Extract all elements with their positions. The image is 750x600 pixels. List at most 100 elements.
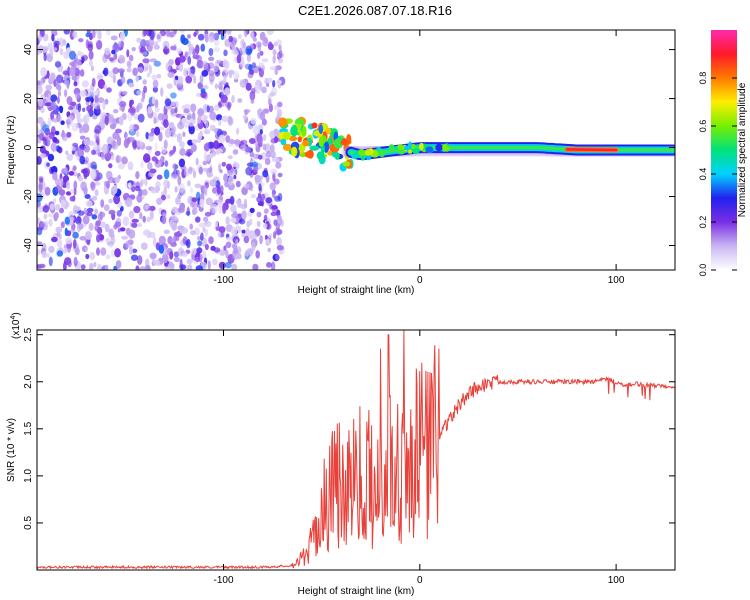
noise-speckle (190, 201, 196, 208)
noise-speckle (209, 166, 213, 173)
noise-speckle (177, 175, 182, 186)
noise-speckle (165, 61, 171, 72)
figure-title: C2E1.2026.087.07.18.R16 (298, 3, 452, 18)
noise-speckle (137, 222, 142, 228)
noise-speckle (37, 206, 43, 213)
noise-speckle (77, 148, 85, 158)
noise-speckle (262, 170, 269, 178)
noise-speckle (218, 226, 226, 234)
noise-speckle (110, 35, 118, 41)
noise-speckle (173, 30, 177, 35)
noise-speckle (136, 104, 140, 113)
noise-speckle (200, 43, 206, 52)
noise-speckle (169, 219, 174, 228)
noise-speckle (97, 79, 106, 89)
noise-speckle (50, 111, 55, 121)
noise-speckle (265, 197, 273, 204)
noise-speckle (70, 101, 77, 107)
noise-speckle (275, 253, 279, 261)
noise-speckle (243, 184, 251, 189)
noise-speckle (71, 146, 76, 152)
noise-speckle (202, 167, 209, 172)
noise-speckle (259, 81, 263, 91)
noise-speckle (153, 60, 161, 67)
spectrogram-x-label: Height of straight line (km) (298, 285, 415, 296)
noise-speckle (234, 50, 239, 56)
noise-speckle (37, 98, 44, 107)
carrier-knot (425, 146, 434, 153)
noise-speckle (72, 231, 79, 239)
noise-speckle (119, 101, 127, 108)
noise-speckle (104, 264, 109, 270)
noise-speckle (77, 103, 82, 113)
snr-y-scale-exp: 4 (10, 316, 17, 320)
noise-speckle (233, 174, 237, 180)
noise-speckle (142, 58, 150, 64)
noise-speckle (272, 80, 276, 88)
noise-speckle (77, 52, 85, 57)
noise-speckle (276, 79, 282, 85)
noise-speckle (53, 40, 61, 46)
noise-speckle (57, 84, 62, 92)
noise-speckle (156, 34, 161, 40)
spectrogram-noise-speckles (37, 30, 286, 270)
noise-speckle (96, 104, 101, 114)
noise-speckle (270, 168, 278, 175)
onset-blob (342, 161, 351, 167)
noise-speckle (249, 218, 253, 226)
noise-speckle (232, 161, 239, 168)
noise-speckle (203, 186, 208, 195)
noise-speckle (269, 182, 276, 191)
noise-speckle (258, 183, 262, 192)
onset-blob (297, 136, 302, 143)
noise-speckle (91, 149, 96, 155)
noise-speckle (196, 250, 201, 257)
noise-speckle (64, 89, 68, 98)
noise-speckle (226, 163, 232, 171)
noise-speckle (137, 66, 144, 73)
noise-speckle (241, 233, 246, 238)
x-tick-label: -100 (213, 575, 233, 586)
noise-speckle (227, 69, 235, 76)
noise-speckle (252, 263, 259, 270)
noise-speckle (218, 163, 222, 172)
colorbar-label: Normalized spectral amplitude (737, 82, 748, 217)
snr-frame (36, 329, 676, 571)
carrier-knot (411, 143, 416, 149)
noise-speckle (90, 97, 94, 103)
carrier-knot (351, 153, 359, 159)
noise-speckle (267, 77, 273, 83)
noise-speckle (258, 154, 263, 160)
noise-speckle (252, 125, 260, 136)
noise-speckle (241, 229, 246, 234)
noise-speckle (50, 165, 58, 175)
noise-speckle (94, 189, 99, 196)
noise-speckle (166, 83, 173, 89)
y-tick-label: 0 (23, 144, 34, 150)
carrier-knot (364, 149, 373, 156)
noise-speckle (55, 204, 61, 211)
noise-speckle (117, 68, 125, 74)
noise-speckle (102, 70, 107, 75)
noise-speckle (202, 250, 207, 260)
noise-speckle (204, 211, 212, 217)
noise-speckle (131, 218, 139, 223)
noise-speckle (93, 261, 97, 268)
noise-speckle (209, 179, 217, 187)
noise-speckle (85, 200, 93, 207)
noise-speckle (259, 31, 266, 41)
noise-speckle (251, 161, 259, 168)
noise-speckle (195, 44, 200, 55)
noise-speckle (188, 124, 195, 135)
noise-speckle (112, 118, 118, 127)
noise-speckle (163, 169, 170, 180)
noise-speckle (38, 45, 44, 52)
noise-speckle (175, 75, 179, 81)
noise-speckle (60, 199, 66, 208)
noise-speckle (88, 50, 94, 60)
noise-speckle (91, 77, 96, 87)
carrier-knot (397, 144, 404, 150)
noise-speckle (163, 119, 169, 128)
colorbar-tick-label: 0.6 (698, 120, 708, 133)
noise-speckle (76, 223, 82, 233)
